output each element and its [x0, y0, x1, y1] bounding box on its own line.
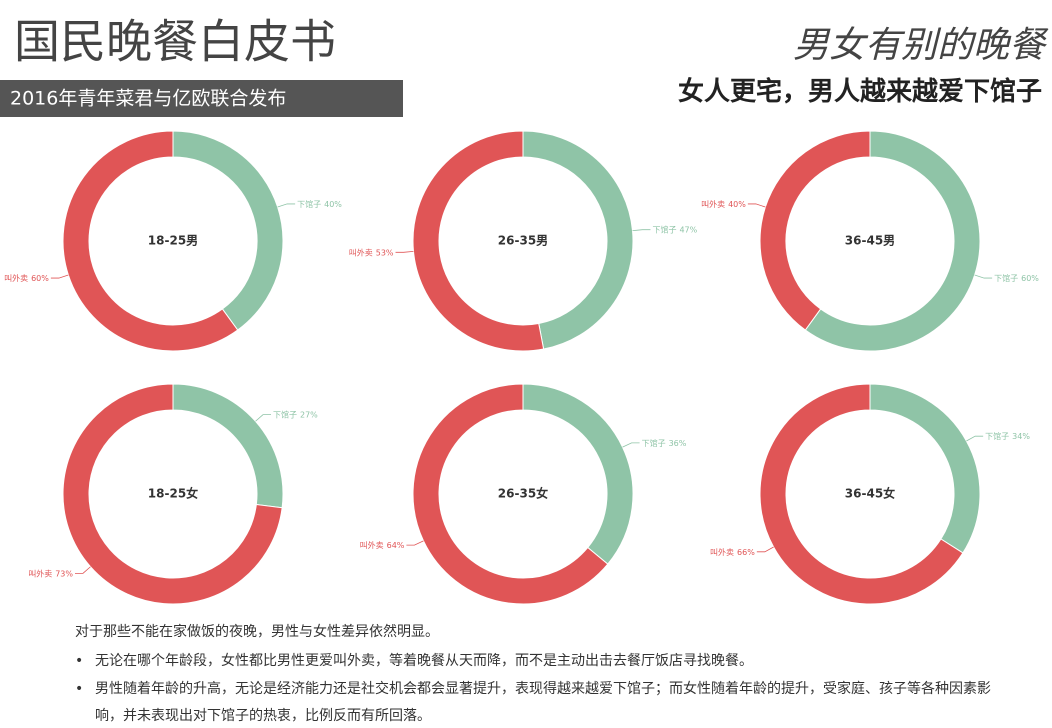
slice-value: 60% [1021, 274, 1039, 283]
donut-slice [759, 130, 871, 331]
slice-value: 53% [376, 248, 394, 257]
donut-slice [522, 130, 634, 350]
donut-center-label: 18-25女 [148, 486, 198, 501]
leader-line [277, 203, 296, 208]
donut-slice [759, 383, 964, 605]
bullet: • 男性随着年龄的升高，无论是经济能力还是社交机会都会显著提升，表现得越来越爱下馆… [75, 676, 1000, 728]
slice-category: 叫外卖 [360, 540, 384, 550]
slice-category: 下馆子 [652, 224, 676, 234]
bullet-text: 无论在哪个年龄段，女性都比男性更爱叫外卖，等着晚餐从天而降，而不是主动出击去餐厅… [95, 653, 753, 669]
tagline: 女人更宅，男人越来越爱下馆子 [678, 76, 1042, 107]
chart: 国民晚餐白皮书 2016年青年菜君与亿欧联合发布 男女有别的晚餐 女人更宅，男人… [0, 15, 1049, 605]
donut-center-label: 26-35男 [498, 234, 548, 248]
slice-category: 叫外卖 [710, 546, 734, 556]
leader-line [747, 203, 766, 208]
slice-value: 40% [728, 199, 746, 208]
slice-category: 下馆子 [994, 273, 1018, 283]
slice-label: 下馆子 60% [994, 273, 1039, 283]
slice-label: 下馆子 27% [273, 409, 318, 419]
slice-category: 叫外卖 [28, 568, 52, 578]
donut-slice [62, 130, 239, 352]
slice-label: 叫外卖 73% [28, 568, 73, 578]
slice-category: 叫外卖 [4, 273, 28, 283]
slice-value: 60% [31, 274, 49, 283]
slice-label: 下馆子 36% [642, 437, 687, 447]
subtitle: 2016年青年菜君与亿欧联合发布 [10, 88, 286, 110]
leader-line [632, 229, 651, 232]
leader-line [255, 414, 272, 422]
donut-slice [62, 383, 283, 605]
slice-category: 下馆子 [985, 431, 1009, 441]
slice-category: 下馆子 [642, 437, 666, 447]
slice-category: 叫外卖 [701, 198, 725, 208]
donut-slice [804, 130, 981, 352]
slice-label: 叫外卖 53% [349, 247, 394, 257]
slice-category: 叫外卖 [349, 247, 373, 257]
donut-center-label: 36-45男 [845, 234, 895, 248]
bullet: • 无论在哪个年龄段，女性都比男性更爱叫外卖，等着晚餐从天而降，而不是主动出击去餐… [75, 648, 1000, 675]
slice-value: 40% [324, 199, 342, 208]
slice-value: 47% [679, 225, 697, 234]
slice-value: 64% [387, 541, 405, 550]
slice-label: 叫外卖 60% [4, 273, 49, 283]
leader-line [50, 274, 69, 279]
headline: 男女有别的晚餐 [793, 25, 1049, 66]
slice-value: 34% [1012, 432, 1030, 441]
leader-line [406, 540, 424, 546]
slice-value: 27% [300, 410, 318, 419]
leader-line [756, 546, 774, 553]
leader-line [622, 442, 640, 448]
donut-slice [412, 383, 609, 605]
donut-center-label: 18-25男 [148, 234, 198, 248]
slice-value: 73% [55, 569, 73, 578]
slice-category: 下馆子 [297, 198, 321, 208]
subtitle-bar [0, 80, 403, 117]
slice-label: 下馆子 34% [985, 431, 1030, 441]
slice-category: 下馆子 [273, 409, 297, 419]
slice-value: 36% [669, 438, 687, 447]
donut-slice [172, 130, 284, 331]
donut-slice [412, 130, 545, 352]
page-title: 国民晚餐白皮书 [14, 15, 336, 69]
slice-label: 叫外卖 64% [360, 540, 405, 550]
leader-line [74, 566, 91, 574]
donut-slice [869, 383, 981, 554]
leader-line [395, 250, 414, 253]
slice-label: 叫外卖 66% [710, 546, 755, 556]
slice-label: 下馆子 40% [297, 198, 342, 208]
slice-label: 叫外卖 40% [701, 198, 746, 208]
leader-line [966, 435, 984, 442]
bullet-text: 男性随着年龄的升高，无论是经济能力还是社交机会都会显著提升，表现得越来越爱下馆子… [95, 681, 991, 724]
donut-center-label: 36-45女 [845, 486, 895, 501]
slice-value: 66% [737, 547, 755, 556]
slice-label: 下馆子 47% [652, 224, 697, 234]
donut-slice [522, 383, 634, 565]
intro: 对于那些不能在家做饭的夜晚，男性与女性差异依然明显。 [75, 624, 439, 640]
donut-center-label: 26-35女 [498, 486, 548, 501]
leader-line [974, 274, 993, 279]
